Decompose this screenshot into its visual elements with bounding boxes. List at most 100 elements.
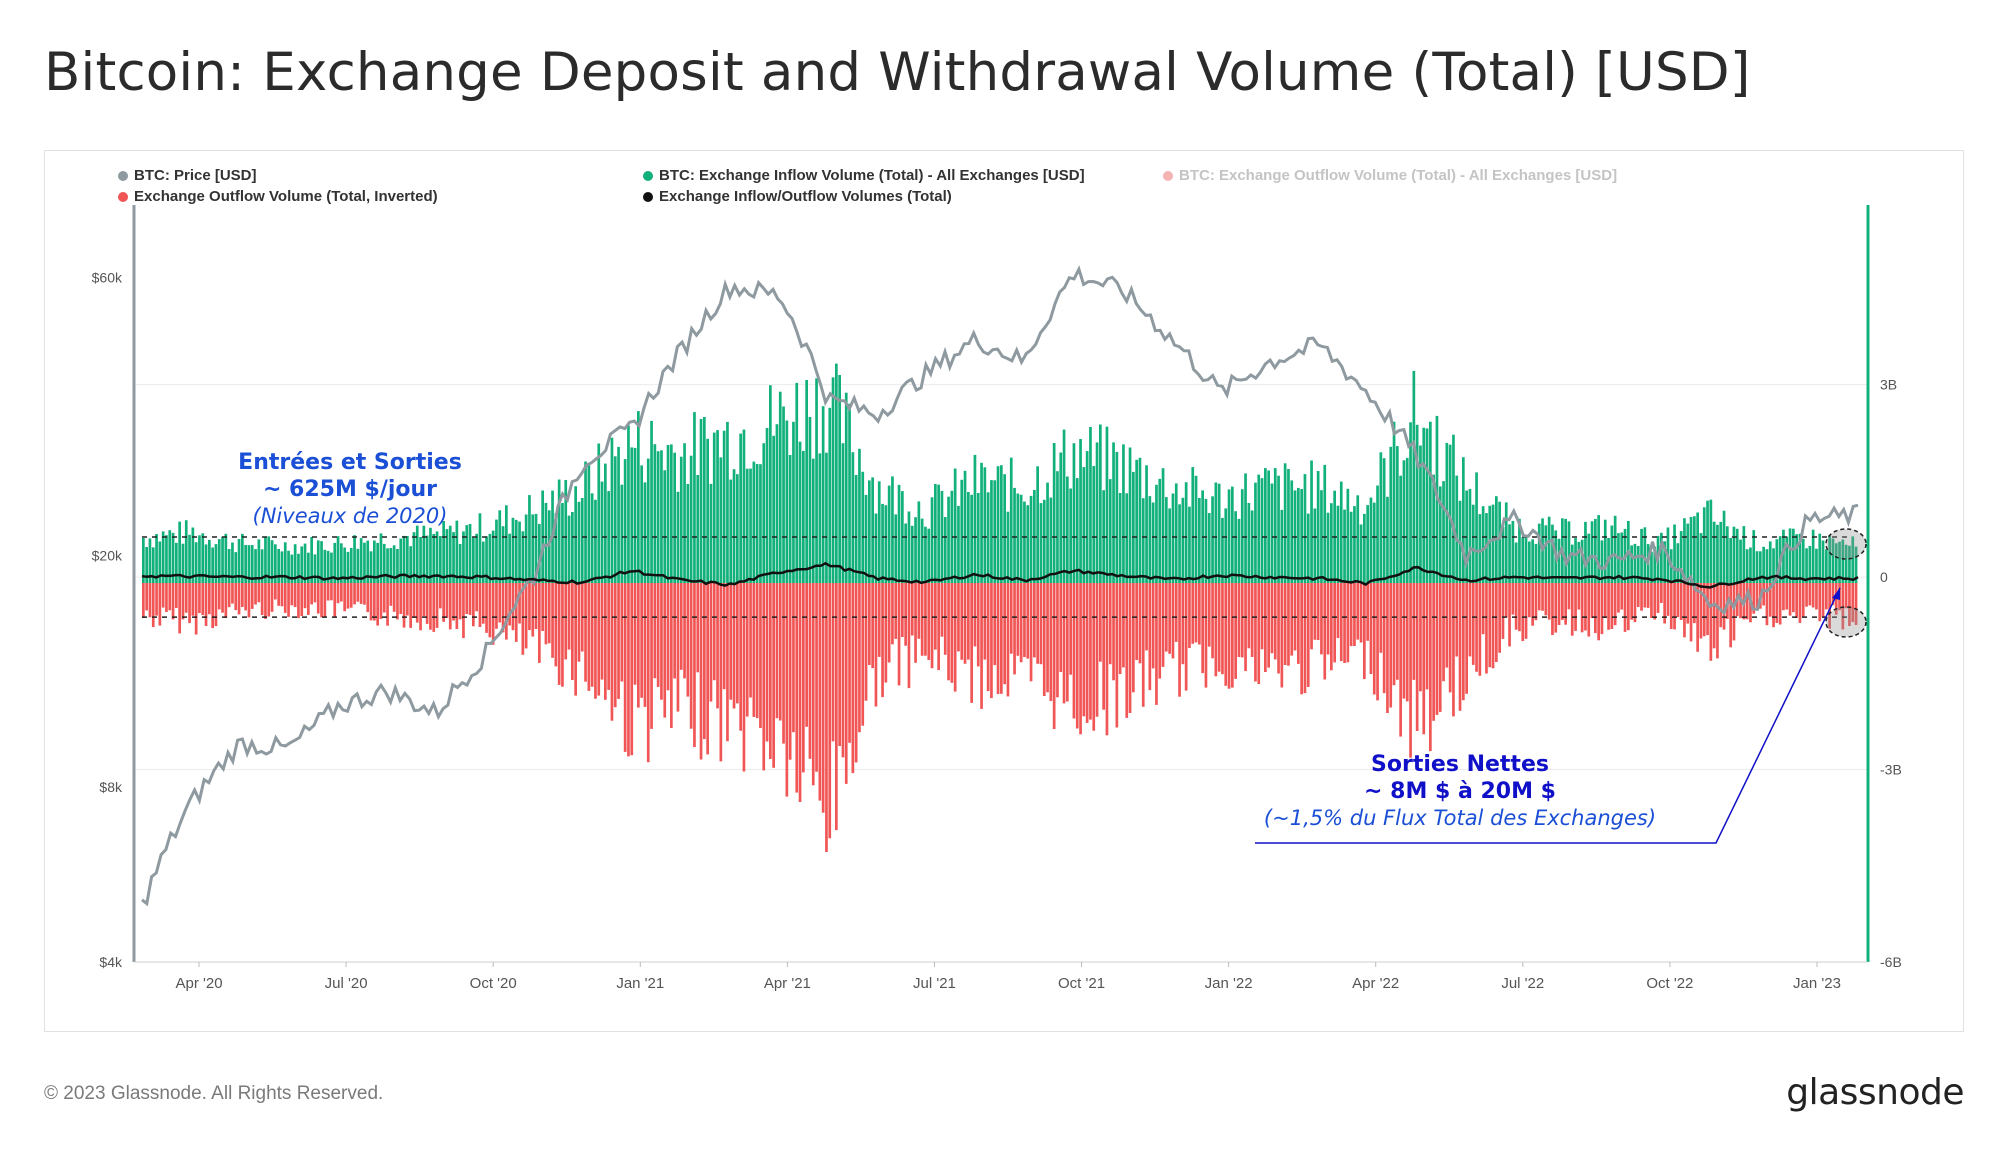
outflow-bar (1066, 583, 1069, 702)
inflow-bar (349, 548, 353, 583)
outflow-bar (1831, 583, 1835, 606)
inflow-bar (557, 479, 561, 583)
outflow-bar (1712, 583, 1716, 649)
inflow-bar (950, 490, 954, 583)
outflow-bar (1848, 583, 1851, 626)
inflow-bar (1306, 513, 1310, 583)
legend-item-net-flow[interactable]: Exchange Inflow/Outflow Volumes (Total) (643, 188, 952, 205)
inflow-bar (1716, 524, 1719, 583)
outflow-bar (287, 583, 290, 617)
inflow-bar (161, 531, 165, 583)
inflow-bar (1277, 475, 1280, 583)
outflow-bar (1765, 583, 1769, 626)
outflow-bar (231, 583, 234, 604)
outflow-bar (858, 583, 861, 733)
inflow-bar (1231, 486, 1234, 583)
inflow-bar (947, 496, 950, 583)
highlight-ellipse-outflow (1825, 606, 1867, 638)
outflow-bar (1244, 583, 1247, 672)
outflow-bar (320, 583, 323, 618)
outflow-bar (1643, 583, 1647, 608)
outflow-bar (498, 583, 502, 623)
outflow-bar (1188, 583, 1191, 648)
inflow-bar (1584, 521, 1587, 583)
inflow-bar (1412, 370, 1416, 583)
inflow-bar (594, 499, 597, 583)
outflow-bar (1844, 583, 1848, 609)
inflow-bar (782, 406, 785, 583)
glassnode-logo[interactable]: glassnode (1786, 1072, 1964, 1113)
outflow-bar (716, 583, 719, 709)
outflow-bar (458, 583, 462, 620)
legend-item-outflow-inverted[interactable]: Exchange Outflow Volume (Total, Inverted… (118, 188, 438, 205)
outflow-bar (590, 583, 594, 687)
outflow-bar (561, 583, 564, 687)
outflow-bar (330, 583, 333, 601)
outflow-bar (600, 583, 604, 680)
outflow-bar (864, 583, 868, 701)
outflow-bar (1237, 583, 1241, 657)
inflow-bar (643, 482, 647, 583)
inflow-bar (1250, 510, 1254, 583)
x-axis-tick-label: Oct '22 (1646, 975, 1693, 992)
outflow-bar (1627, 583, 1630, 631)
inflow-bar (930, 497, 934, 583)
inflow-bar (1643, 527, 1647, 583)
outflow-bar (171, 583, 175, 620)
outflow-bar (1841, 583, 1845, 630)
outflow-bar (508, 583, 511, 626)
outflow-bar (1257, 583, 1261, 684)
outflow-bar (788, 583, 792, 760)
legend-item-price[interactable]: BTC: Price [USD] (118, 167, 257, 184)
outflow-bar (1785, 583, 1789, 610)
inflow-bar (1151, 502, 1155, 583)
outflow-bar (297, 583, 300, 619)
legend-item-outflow[interactable]: BTC: Exchange Outflow Volume (Total) - A… (1163, 167, 1617, 184)
outflow-bar (1821, 583, 1825, 618)
inflow-bar (904, 523, 907, 583)
inflow-bar (891, 476, 894, 583)
outflow-bar (1425, 583, 1429, 690)
inflow-bar (881, 503, 884, 583)
outflow-bar (1528, 583, 1531, 618)
outflow-bar (283, 583, 287, 613)
inflow-bar (283, 542, 287, 583)
outflow-bar (465, 583, 469, 614)
outflow-bar (1168, 583, 1171, 654)
outflow-bar (214, 583, 218, 627)
inflow-bar (1300, 489, 1303, 583)
outflow-bar (666, 583, 670, 691)
inflow-bar (204, 544, 208, 583)
inflow-bar (409, 546, 412, 583)
outflow-bar (1273, 583, 1277, 660)
outflow-bar (1016, 583, 1020, 656)
outflow-bar (1072, 583, 1076, 719)
inflow-bar (330, 552, 333, 583)
inflow-bar (237, 539, 241, 583)
inflow-bar (877, 481, 881, 583)
outflow-bar (1607, 583, 1610, 630)
outflow-bar (594, 583, 597, 699)
inflow-bar (617, 446, 620, 583)
inflow-bar (1006, 511, 1010, 583)
right-axis-tick-label: 0 (1880, 569, 1888, 585)
inflow-bar (844, 392, 848, 583)
outflow-bar (1148, 583, 1152, 691)
inflow-bar (1075, 478, 1079, 583)
outflow-bar (627, 583, 630, 757)
inflow-bar (297, 553, 300, 583)
inflow-bar (1240, 489, 1244, 583)
outflow-bar (142, 583, 145, 618)
outflow-bar (1541, 583, 1544, 611)
outflow-bar (1623, 583, 1627, 632)
outflow-bar (264, 583, 267, 619)
inflow-bar (340, 543, 343, 583)
outflow-bar (1699, 583, 1703, 639)
inflow-bar (729, 479, 733, 583)
inflow-bar (1264, 468, 1267, 583)
outflow-bar (267, 583, 271, 617)
legend-item-inflow[interactable]: BTC: Exchange Inflow Volume (Total) - Al… (643, 167, 1085, 184)
outflow-bar (1039, 583, 1043, 665)
inflow-bar (402, 535, 406, 583)
inflow-bar (920, 518, 924, 583)
